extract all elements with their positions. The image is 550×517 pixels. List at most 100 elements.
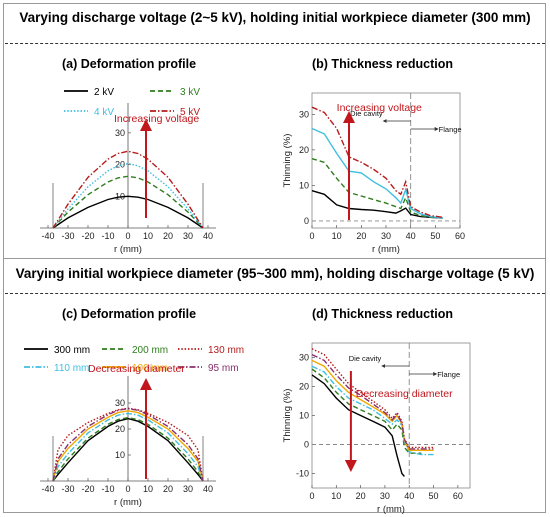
x-tick-label: 30	[380, 491, 390, 501]
x-tick-label: 10	[332, 231, 342, 241]
x-tick-label: 40	[203, 231, 213, 241]
y-tick-label: 20	[115, 160, 125, 170]
legend-label: 130 mm	[208, 345, 244, 356]
legend-label: 100 mm	[132, 363, 168, 374]
series-line-130-mm	[52, 407, 204, 482]
x-tick-label: -30	[61, 231, 74, 241]
x-tick-label: 0	[125, 484, 130, 494]
series-line-200-mm	[52, 416, 204, 482]
series-line-200-mm	[311, 368, 422, 454]
x-axis-label: r (mm)	[114, 244, 142, 255]
x-tick-label: 0	[309, 231, 314, 241]
y-tick-label: 30	[115, 398, 125, 408]
top-divider	[5, 43, 545, 44]
legend-label: 200 mm	[132, 345, 168, 356]
y-tick-label: 20	[299, 382, 309, 392]
series-line-2-kV	[52, 195, 204, 229]
x-tick-label: -40	[41, 231, 54, 241]
x-tick-label: -10	[101, 231, 114, 241]
x-tick-label: -30	[61, 484, 74, 494]
series-line-4-kV	[311, 127, 443, 219]
y-tick-label: 10	[299, 180, 309, 190]
trend-annotation: Decreasing diameter	[356, 388, 453, 400]
top-section-title: Varying discharge voltage (2~5 kV), hold…	[19, 10, 531, 25]
x-tick-label: 20	[356, 491, 366, 501]
series-line-5-kV	[311, 106, 443, 218]
series-line-100-mm	[52, 410, 204, 482]
series-line-3-kV	[52, 175, 204, 229]
series-line-4-kV	[52, 162, 204, 229]
panel-c-title: (c) Deformation profile	[62, 307, 197, 321]
x-tick-label: -20	[81, 484, 94, 494]
series-line-100-mm	[311, 359, 434, 451]
trend-annotation: Increasing voltage	[114, 113, 199, 125]
chart-b: 0 10 20 30 40 50 60 0 10 20 30 r (mm) Thinning (%) Di…	[282, 92, 465, 255]
series-line-95-mm	[52, 407, 204, 482]
y-tick-label: 30	[299, 109, 309, 119]
chart-d: 0 10 20 30 40 50 60 -10 0 10 20 30 r (mm) Thinning (%…	[282, 342, 471, 515]
x-tick-label: 20	[163, 231, 173, 241]
x-tick-label: 10	[331, 491, 341, 501]
series-line-110-mm	[311, 365, 434, 456]
x-tick-label: 0	[309, 491, 314, 501]
x-tick-label: 40	[203, 484, 213, 494]
y-tick-label: 0	[304, 440, 309, 450]
series-line-95-mm	[311, 353, 434, 450]
trend-annotation: Increasing voltage	[337, 102, 422, 114]
series-line-300-mm	[311, 374, 405, 477]
legend-label: 4 kV	[94, 107, 114, 118]
legend-label: 95 mm	[208, 363, 239, 374]
y-tick-label: 10	[115, 191, 125, 201]
x-tick-label: -20	[81, 231, 94, 241]
flange-label: Flange	[439, 125, 462, 134]
x-tick-label: 40	[406, 231, 416, 241]
panel-a-title: (a) Deformation profile	[62, 57, 197, 71]
legend-label: 3 kV	[180, 87, 200, 98]
x-tick-label: 0	[125, 231, 130, 241]
y-tick-label: 20	[299, 145, 309, 155]
y-tick-label: 10	[299, 411, 309, 421]
x-tick-label: 30	[183, 231, 193, 241]
series-line-3-kV	[311, 158, 443, 219]
x-axis-label: r (mm)	[372, 244, 400, 255]
legend-label: 110 mm	[54, 363, 89, 374]
x-tick-label: 10	[143, 484, 153, 494]
y-tick-label: 30	[299, 353, 309, 363]
chart-c: -40 -30 -20 -10 0 10 20 30 40 10 20 30 r (mm) 300 mm 2…	[24, 345, 244, 508]
x-axis-label: r (mm)	[114, 497, 142, 508]
bottom-divider	[5, 293, 545, 294]
x-tick-label: 30	[183, 484, 193, 494]
panel-d-title: (d) Thickness reduction	[312, 307, 453, 321]
x-tick-label: 10	[143, 231, 153, 241]
x-tick-label: 20	[163, 484, 173, 494]
flange-label: Flange	[437, 370, 460, 379]
chart-a: -40 -30 -20 -10 0 10 20 30 40 10 20 30 r (mm) 2 kV 3 k…	[40, 87, 216, 255]
section-separator	[3, 258, 546, 259]
legend-label: 300 mm	[54, 345, 90, 356]
x-tick-label: 20	[356, 231, 366, 241]
x-tick-label: 60	[453, 491, 463, 501]
series-line-110-mm	[52, 412, 204, 482]
series-line-5-kV	[52, 150, 204, 229]
series-line-2-kV	[311, 190, 443, 219]
y-tick-label: -10	[296, 469, 309, 479]
x-tick-label: 60	[455, 231, 465, 241]
x-tick-label: 40	[404, 491, 414, 501]
y-tick-label: 30	[115, 128, 125, 138]
legend-label: 2 kV	[94, 87, 114, 98]
trend-annotation: Decreasing diameter	[88, 363, 185, 375]
y-tick-label: 20	[115, 424, 125, 434]
legend-label: 5 kV	[180, 107, 200, 118]
die-cavity-label: Die cavity	[350, 109, 383, 118]
y-axis-label: Thinning (%)	[282, 389, 293, 443]
y-tick-label: 0	[304, 216, 309, 226]
die-cavity-label: Die cavity	[349, 354, 382, 363]
x-tick-label: 30	[381, 231, 391, 241]
x-axis-label: r (mm)	[377, 504, 405, 515]
y-tick-label: 10	[115, 450, 125, 460]
plot-frame	[311, 342, 471, 489]
x-tick-label: 50	[430, 231, 440, 241]
y-axis-label: Thinning (%)	[282, 134, 293, 188]
x-tick-label: -40	[41, 484, 54, 494]
